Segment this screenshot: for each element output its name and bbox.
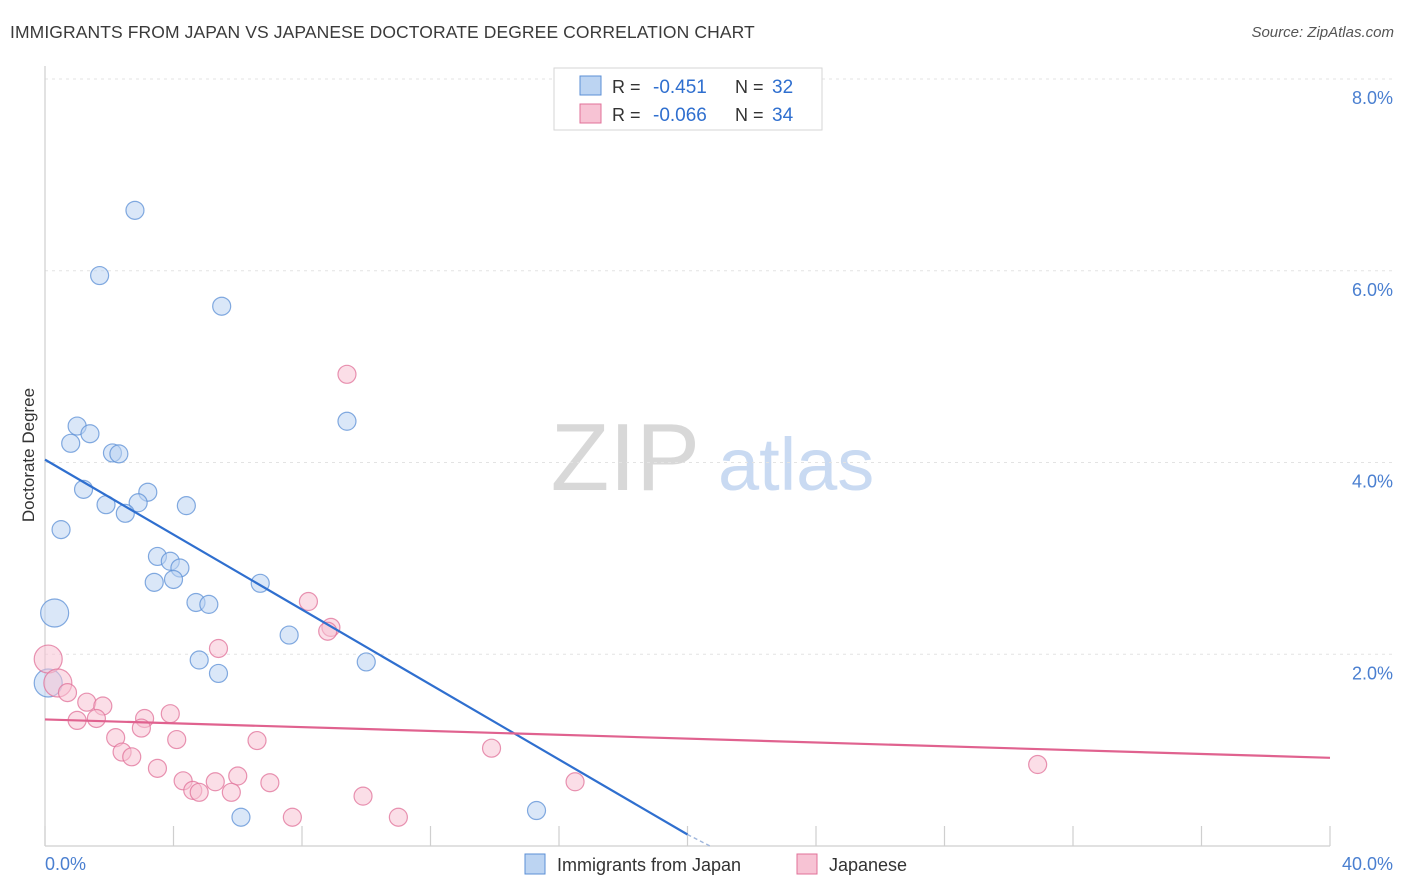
data-point-japanese — [353, 786, 373, 806]
stats-r-label: R = — [612, 105, 641, 125]
y-tick-label: 2.0% — [1352, 663, 1393, 683]
x-tick-label-max: 40.0% — [1342, 854, 1393, 874]
y-tick-label: 4.0% — [1352, 472, 1393, 492]
data-point-immigrants — [176, 496, 196, 516]
data-point-japanese — [147, 758, 168, 778]
data-point-japanese — [208, 638, 229, 659]
data-point-immigrants — [526, 800, 547, 821]
data-point-japanese — [282, 807, 302, 827]
data-point-immigrants — [40, 598, 70, 628]
chart-title: IMMIGRANTS FROM JAPAN VS JAPANESE DOCTOR… — [10, 22, 755, 42]
trend-line-immigrants — [44, 458, 689, 836]
data-point-japanese — [131, 718, 151, 738]
data-point-immigrants — [212, 296, 232, 316]
x-tick-label-min: 0.0% — [45, 854, 86, 874]
legend-label-japanese: Japanese — [829, 855, 907, 875]
data-point-immigrants — [128, 493, 148, 513]
data-point-japanese — [86, 708, 107, 729]
data-point-japanese — [260, 773, 280, 793]
data-point-japanese — [298, 591, 319, 612]
data-point-japanese — [160, 704, 180, 724]
data-point-japanese — [221, 782, 241, 802]
stats-r-label: R = — [612, 77, 641, 97]
stats-r-value: -0.066 — [653, 105, 707, 126]
data-point-immigrants — [90, 265, 110, 286]
data-point-japanese — [565, 772, 585, 792]
stats-n-value: 34 — [772, 105, 794, 126]
stats-r-value: -0.451 — [653, 77, 707, 98]
stats-n-label: N = — [735, 105, 764, 125]
data-point-japanese — [77, 692, 97, 712]
data-point-japanese — [57, 682, 78, 703]
data-point-immigrants — [51, 520, 71, 540]
data-point-japanese — [228, 766, 248, 786]
legend-swatch-japanese — [796, 853, 818, 875]
data-point-immigrants — [144, 572, 164, 592]
data-point-japanese — [189, 782, 209, 802]
data-point-japanese — [481, 738, 502, 758]
data-point-immigrants — [80, 424, 100, 444]
watermark-zip: ZIP — [551, 404, 700, 511]
data-point-japanese — [1028, 754, 1048, 775]
data-point-japanese — [205, 772, 225, 792]
data-point-japanese — [337, 364, 357, 384]
data-point-immigrants — [337, 411, 357, 431]
data-point-immigrants — [356, 652, 376, 672]
data-point-japanese — [167, 729, 187, 750]
data-point-immigrants — [199, 594, 219, 614]
data-point-japanese — [122, 747, 142, 767]
y-tick-label: 6.0% — [1352, 280, 1393, 300]
stats-swatch-japanese — [579, 103, 602, 124]
trend-line-japanese — [44, 718, 1331, 759]
data-point-immigrants — [279, 625, 299, 645]
data-point-immigrants — [231, 807, 251, 827]
legend-swatch-immigrants — [524, 853, 546, 875]
stats-n-value: 32 — [772, 77, 793, 98]
data-point-immigrants — [189, 650, 209, 670]
data-point-immigrants — [208, 663, 229, 684]
stats-n-label: N = — [735, 77, 764, 97]
watermark-atlas: atlas — [718, 423, 874, 506]
data-point-immigrants — [61, 433, 81, 453]
legend-label-immigrants: Immigrants from Japan — [557, 855, 741, 875]
chart-source: Source: ZipAtlas.com — [1251, 24, 1394, 41]
data-point-japanese — [247, 730, 267, 751]
trend-line-extension — [687, 833, 711, 847]
data-point-immigrants — [125, 200, 145, 220]
y-tick-label: 8.0% — [1352, 88, 1393, 108]
data-point-japanese — [388, 807, 408, 827]
y-axis-title: Doctorate Degree — [19, 388, 38, 522]
data-point-immigrants — [109, 444, 129, 464]
data-point-immigrants — [163, 569, 184, 590]
stats-swatch-immigrants — [579, 75, 602, 96]
